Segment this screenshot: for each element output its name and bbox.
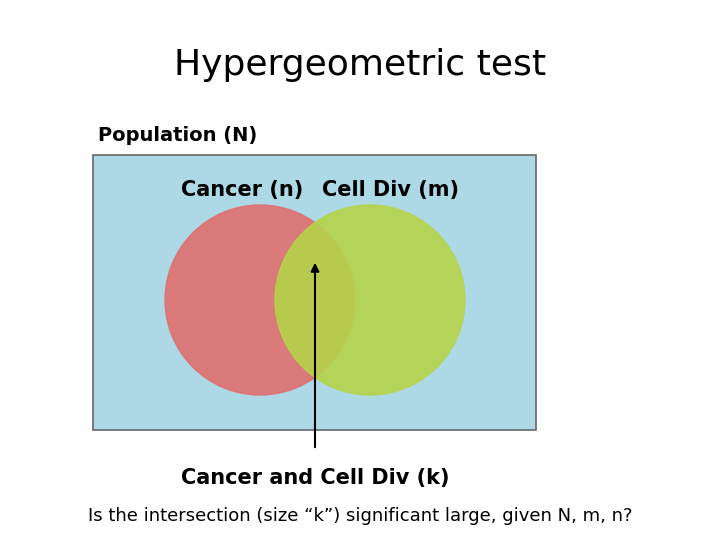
Text: Cell Div (m): Cell Div (m) xyxy=(322,180,459,200)
Circle shape xyxy=(165,205,355,395)
Circle shape xyxy=(275,205,465,395)
Text: Is the intersection (size “k”) significant large, given N, m, n?: Is the intersection (size “k”) significa… xyxy=(88,507,632,525)
Bar xyxy=(93,155,536,430)
Text: Population (N): Population (N) xyxy=(98,126,257,145)
Text: Cancer and Cell Div (k): Cancer and Cell Div (k) xyxy=(181,468,449,488)
Text: Cancer (n): Cancer (n) xyxy=(181,180,303,200)
Text: Hypergeometric test: Hypergeometric test xyxy=(174,48,546,82)
